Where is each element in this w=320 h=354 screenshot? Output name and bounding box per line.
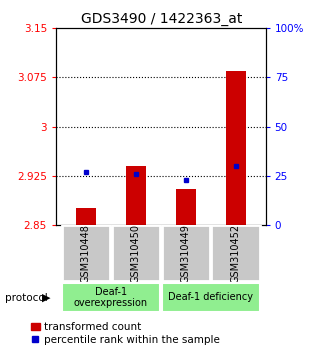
Text: protocol: protocol xyxy=(5,293,48,303)
Bar xyxy=(112,225,160,281)
Bar xyxy=(62,283,160,312)
Bar xyxy=(162,283,260,312)
Text: ▶: ▶ xyxy=(42,293,51,303)
Text: GSM310450: GSM310450 xyxy=(131,224,141,282)
Bar xyxy=(126,166,146,225)
Text: GSM310448: GSM310448 xyxy=(81,224,91,282)
Bar xyxy=(162,225,210,281)
Bar xyxy=(212,225,260,281)
Text: GSM310449: GSM310449 xyxy=(181,224,191,282)
Bar xyxy=(226,71,246,225)
Text: GSM310452: GSM310452 xyxy=(231,223,241,283)
Bar xyxy=(76,209,96,225)
Text: GDS3490 / 1422363_at: GDS3490 / 1422363_at xyxy=(81,12,242,27)
Text: Deaf-1
overexpression: Deaf-1 overexpression xyxy=(74,286,148,308)
Legend: transformed count, percentile rank within the sample: transformed count, percentile rank withi… xyxy=(31,322,220,345)
Bar xyxy=(62,225,110,281)
Bar xyxy=(176,189,196,225)
Text: Deaf-1 deficiency: Deaf-1 deficiency xyxy=(168,292,253,302)
